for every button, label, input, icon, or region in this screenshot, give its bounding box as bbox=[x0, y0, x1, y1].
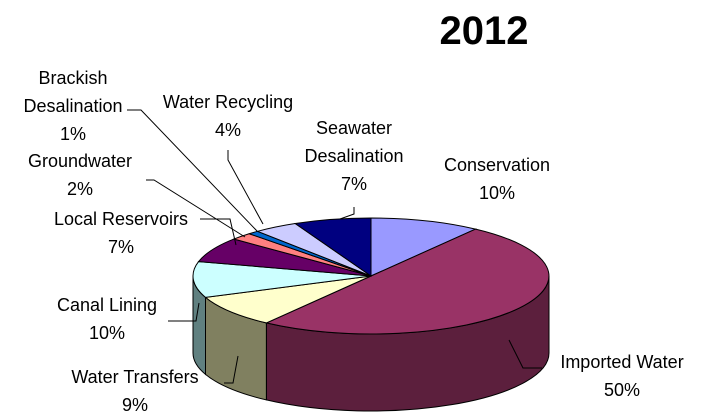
label-imported-water-line-1: 50% bbox=[604, 380, 640, 400]
label-seawater-desalination: Seawater Desalination 7% bbox=[304, 118, 403, 194]
leader-seawater-desalination bbox=[339, 207, 355, 220]
label-conservation-line-0: Conservation bbox=[444, 155, 550, 175]
label-groundwater-line-1: 2% bbox=[67, 179, 93, 199]
label-groundwater: Groundwater 2% bbox=[28, 151, 132, 199]
slice-conservation bbox=[370, 217, 478, 277]
label-seawater-desalination-line-0: Seawater bbox=[316, 118, 392, 138]
label-water-transfers-line-1: 9% bbox=[122, 395, 148, 415]
label-water-recycling: Water Recycling 4% bbox=[163, 92, 293, 140]
leader-brackish-desalination bbox=[127, 109, 258, 232]
label-canal-lining-line-1: 10% bbox=[89, 323, 125, 343]
label-brackish-desalination-line-2: 1% bbox=[60, 124, 86, 144]
slice-labels: Conservation 10% Imported Water 50% Water Tr… bbox=[23, 68, 683, 415]
leader-imported-water bbox=[508, 339, 542, 369]
label-canal-lining-line-0: Canal Lining bbox=[57, 295, 157, 315]
slice-canal-lining bbox=[192, 261, 372, 298]
label-brackish-desalination-line-1: Desalination bbox=[23, 96, 122, 116]
leader-water-transfers bbox=[224, 355, 239, 384]
pie-tops bbox=[192, 217, 550, 335]
label-conservation-line-1: 10% bbox=[479, 183, 515, 203]
label-brackish-desalination-line-0: Brackish bbox=[38, 68, 107, 88]
leader-canal-lining bbox=[168, 302, 200, 322]
leader-water-recycling bbox=[227, 150, 264, 225]
label-groundwater-line-0: Groundwater bbox=[28, 151, 132, 171]
slice-seawater-desalination bbox=[293, 217, 372, 277]
slice-imported-water bbox=[264, 228, 550, 335]
label-local-reservoirs: Local Reservoirs 7% bbox=[54, 209, 188, 257]
label-imported-water: Imported Water 50% bbox=[560, 352, 683, 400]
label-conservation: Conservation 10% bbox=[444, 155, 550, 203]
label-brackish-desalination: Brackish Desalination 1% bbox=[23, 68, 122, 144]
label-seawater-desalination-line-1: Desalination bbox=[304, 146, 403, 166]
label-local-reservoirs-line-1: 7% bbox=[108, 237, 134, 257]
chart-title: 2012 bbox=[440, 9, 529, 53]
label-seawater-desalination-line-2: 7% bbox=[341, 174, 367, 194]
label-canal-lining: Canal Lining 10% bbox=[57, 295, 157, 343]
leader-lines bbox=[127, 109, 542, 384]
label-imported-water-line-0: Imported Water bbox=[560, 352, 683, 372]
leader-local-reservoirs bbox=[200, 218, 237, 246]
label-local-reservoirs-line-0: Local Reservoirs bbox=[54, 209, 188, 229]
slice-water-transfers bbox=[204, 275, 372, 324]
label-water-transfers-line-0: Water Transfers bbox=[71, 367, 198, 387]
leader-groundwater bbox=[146, 179, 246, 238]
label-water-recycling-line-0: Water Recycling bbox=[163, 92, 293, 112]
label-water-recycling-line-1: 4% bbox=[215, 120, 241, 140]
pie-sides bbox=[192, 275, 550, 412]
label-water-transfers: Water Transfers 9% bbox=[71, 367, 198, 415]
